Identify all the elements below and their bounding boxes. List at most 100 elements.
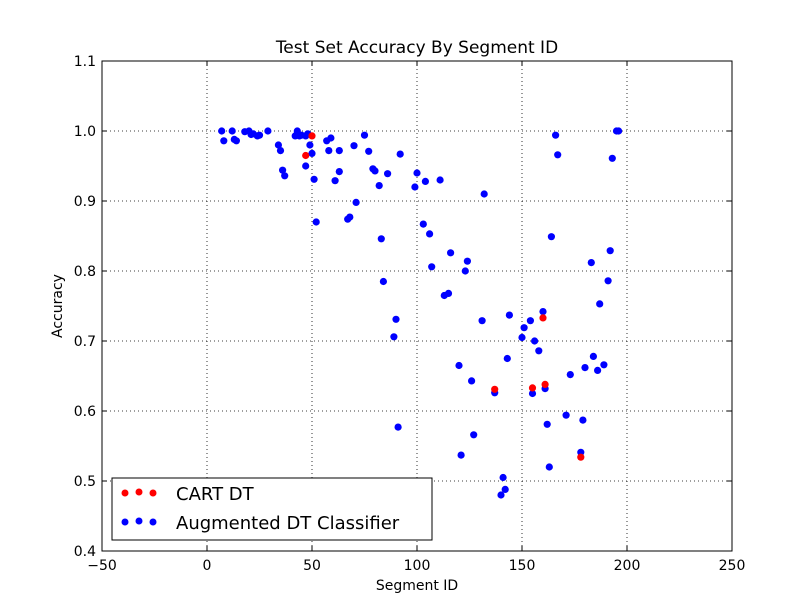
data-point	[480, 190, 488, 198]
data-point	[281, 172, 289, 180]
axis-ticks: −50 0 50 100 150 200 250 0.4 0.5 0.6 0.7 0.8 0.9 1.0 1…	[74, 54, 746, 574]
data-point	[528, 389, 537, 398]
data-point	[520, 324, 528, 332]
data-point	[390, 333, 398, 341]
data-point	[396, 150, 404, 158]
data-point	[377, 235, 385, 243]
data-point	[411, 183, 419, 191]
data-point	[350, 142, 358, 150]
legend-label-cart: CART DT	[176, 484, 255, 505]
data-point	[577, 453, 585, 461]
legend: CART DT Augmented DT Classifier	[111, 477, 433, 541]
data-point	[589, 352, 598, 360]
data-point	[413, 169, 421, 177]
data-point	[539, 308, 547, 316]
data-point	[606, 247, 614, 255]
data-point	[455, 361, 463, 370]
data-point	[308, 132, 316, 140]
chart-title: Test Set Accuracy By Segment ID	[275, 38, 558, 58]
data-point	[279, 166, 287, 174]
data-point	[457, 451, 465, 459]
data-point	[470, 431, 478, 439]
data-point	[436, 176, 444, 184]
data-point	[394, 423, 402, 431]
data-point	[505, 311, 513, 319]
data-point	[228, 127, 236, 135]
data-point	[375, 182, 383, 190]
data-point	[535, 347, 543, 355]
data-point	[274, 141, 282, 149]
data-point	[325, 147, 333, 155]
data-point	[604, 277, 612, 285]
x-tick-label: 200	[614, 558, 641, 574]
data-point	[421, 177, 429, 185]
data-point	[335, 147, 343, 155]
data-point	[539, 314, 547, 322]
grid-lines	[102, 61, 732, 551]
data-point	[310, 175, 318, 183]
y-tick-label: 0.7	[74, 334, 96, 350]
data-point	[478, 317, 486, 325]
data-point	[545, 463, 553, 471]
y-axis-label: Accuracy	[50, 274, 66, 338]
data-point	[503, 354, 511, 363]
legend-box	[111, 477, 433, 541]
data-point	[518, 333, 526, 342]
data-point	[302, 151, 310, 160]
data-point	[365, 147, 373, 155]
y-tick-label: 1.0	[74, 124, 96, 140]
data-point	[497, 491, 505, 499]
data-point	[461, 267, 469, 275]
data-point	[543, 420, 551, 428]
data-point	[352, 198, 360, 206]
legend-marker-augmented	[149, 518, 157, 526]
data-point	[468, 377, 476, 385]
data-point	[255, 131, 264, 139]
data-point	[360, 131, 369, 139]
data-point	[587, 259, 595, 267]
data-point	[463, 257, 471, 265]
data-point	[444, 289, 453, 297]
legend-marker-cart	[149, 489, 157, 497]
y-tick-label: 1.1	[74, 54, 96, 70]
x-tick-label: 50	[303, 558, 321, 574]
legend-marker-cart	[135, 488, 143, 496]
data-point	[554, 151, 562, 159]
data-point	[335, 168, 343, 176]
x-tick-label: 250	[719, 558, 746, 574]
x-tick-label: 100	[404, 558, 431, 574]
data-point	[566, 371, 574, 379]
y-tick-label: 0.6	[74, 404, 96, 420]
data-point	[579, 416, 587, 424]
legend-label-augmented: Augmented DT Classifier	[176, 513, 400, 534]
y-tick-label: 0.8	[74, 264, 96, 280]
data-point	[302, 162, 310, 170]
data-point	[615, 127, 623, 135]
data-point	[419, 220, 427, 228]
data-point	[379, 277, 387, 286]
data-point	[608, 154, 616, 162]
legend-marker-augmented	[135, 517, 143, 525]
data-point	[491, 385, 499, 393]
data-point	[392, 315, 400, 323]
x-tick-label: −50	[87, 558, 117, 574]
data-point	[331, 177, 339, 185]
data-point	[346, 213, 354, 221]
y-tick-label: 0.4	[74, 544, 96, 560]
data-point	[306, 141, 314, 149]
series-augmented-dt	[218, 127, 623, 499]
data-point	[581, 364, 589, 372]
data-point	[426, 230, 434, 238]
data-point	[596, 300, 604, 308]
data-point	[218, 127, 226, 135]
data-point	[232, 137, 240, 145]
data-point	[531, 337, 539, 345]
data-point	[562, 411, 570, 419]
data-point	[528, 384, 537, 392]
data-point	[501, 485, 509, 493]
series-cart-dt	[302, 132, 585, 461]
data-points	[218, 127, 623, 499]
data-point	[428, 263, 436, 271]
data-point	[308, 149, 316, 157]
